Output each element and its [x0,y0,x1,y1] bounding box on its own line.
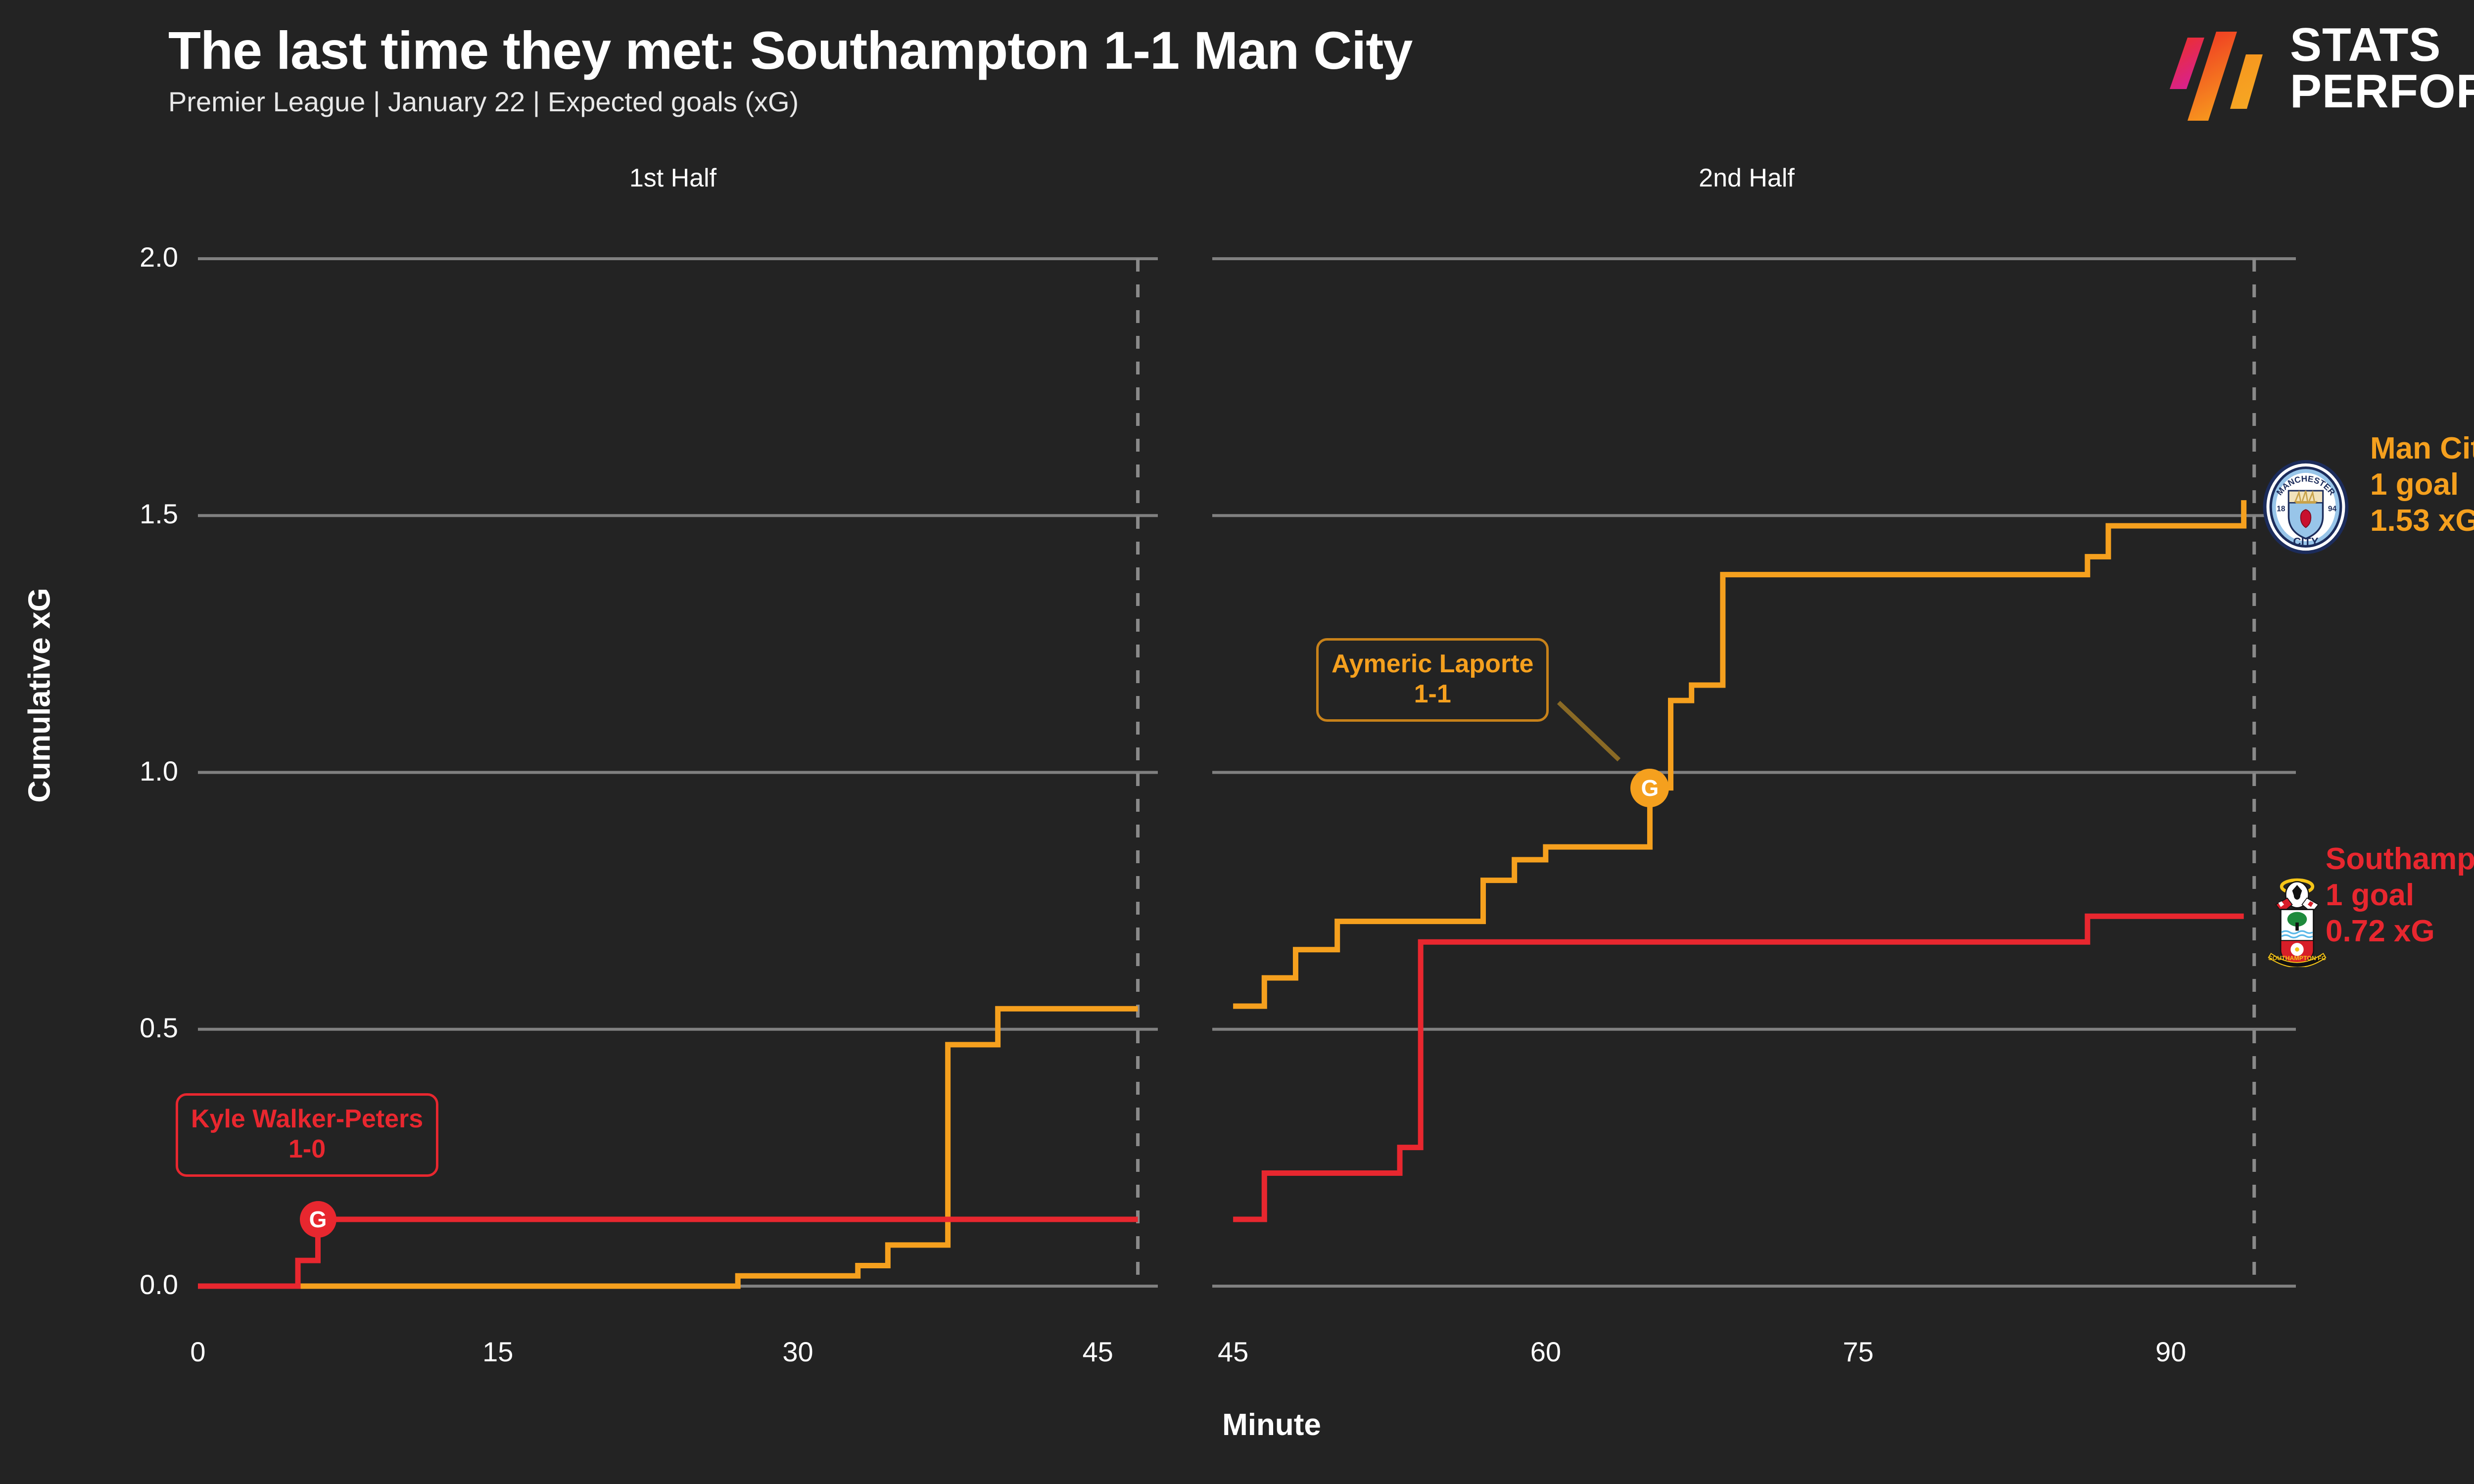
annotation-kyle-walker-peters: Kyle Walker-Peters 1-0 [176,1093,439,1177]
x-axis-tick-label: 45 [1082,1336,1113,1367]
man-city-badge-icon: 18 94 CITY MANCHESTER [2263,460,2349,554]
svg-text:CITY: CITY [2293,536,2318,548]
chart-subtitle: Premier League | January 22 | Expected g… [168,86,799,118]
y-axis-tick-label: 0.5 [140,1012,178,1043]
southampton-badge-icon: SOUTHAMPTON FC [2268,878,2327,967]
x-axis-tick-label: 0 [190,1336,206,1367]
x-axis-tick-label: 30 [782,1336,813,1367]
y-axis-title: Cumulative xG [22,588,57,803]
series-lines-group [198,500,2247,1289]
halftime-dashed-lines-group [1136,259,2256,1286]
y-axis-tick-label: 2.0 [140,241,178,273]
x-axis-tick-label: 75 [1843,1336,1874,1367]
goal-marker-mancity[interactable]: G [1630,768,1669,807]
logo-bars-icon [2170,32,2263,121]
second-half-label: 2nd Half [1699,164,1795,192]
y-axis-tick-label: 1.0 [140,755,178,787]
logo-text: STATS PERFORM [2290,18,2474,118]
legend-team-goals: 1 goal [2370,467,2459,502]
chart-header: The last time they met: Southampton 1-1 … [168,22,1950,118]
x-axis-tick-label: 45 [1217,1336,1249,1367]
legend-team-goals: 1 goal [2326,878,2415,913]
logo-line-stats: STATS [2290,18,2441,71]
legend-team-xg: 0.72 xG [2326,914,2435,949]
annotation-aymeric-laporte: Aymeric Laporte 1-1 [1316,638,1549,722]
goal-marker-southampton[interactable]: G [299,1201,336,1238]
annotation-connector-line [1557,700,1621,762]
annotation-player-name: Aymeric Laporte [1332,649,1534,678]
legend-southampton: Southampton 1 goal 0.72 xG [2326,841,2474,949]
stats-perform-logo: STATS PERFORM [2164,18,2474,124]
x-axis-tick-label: 15 [482,1336,514,1367]
annotation-score: 1-0 [288,1135,326,1164]
svg-text:94: 94 [2328,505,2337,513]
annotation-player-name: Kyle Walker-Peters [191,1105,424,1133]
x-axis-tick-label: 90 [2155,1336,2187,1367]
series-step-line [1233,500,2247,1009]
svg-text:18: 18 [2277,505,2285,513]
svg-text:SOUTHAMPTON FC: SOUTHAMPTON FC [2268,955,2326,962]
annotation-score: 1-1 [1414,680,1451,709]
legend-man-city: Man City 1 goal 1.53 xG [2370,430,2474,539]
x-axis-tick-label: 60 [1530,1336,1561,1367]
y-axis-tick-label: 0.0 [140,1269,178,1300]
page-title: The last time they met: Southampton 1-1 … [168,20,1413,80]
legend-team-xg: 1.53 xG [2370,504,2474,538]
legend-team-name: Man City [2370,431,2474,465]
logo-line-perform: PERFORM [2290,65,2474,118]
annotation-connectors-group [1557,700,1621,762]
series-step-line [198,1216,1138,1289]
x-axis-title: Minute [1222,1408,1321,1442]
y-axis-tick-label: 1.5 [140,498,178,530]
series-step-line [1233,913,2244,1222]
gridlines-group [198,257,2296,1288]
first-half-label: 1st Half [629,164,717,192]
legend-team-name: Southampton [2326,842,2474,876]
